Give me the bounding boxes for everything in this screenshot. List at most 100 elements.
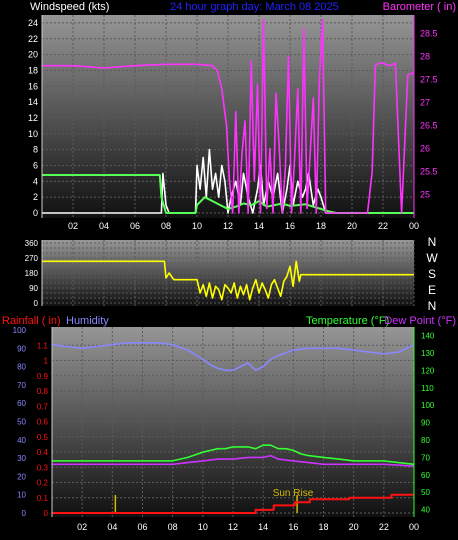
compass-label-s: S xyxy=(428,267,436,281)
bot-x-tick-06: 06 xyxy=(137,522,147,532)
top-left-tick-22: 22 xyxy=(28,34,38,44)
humidity-tick-30: 30 xyxy=(17,454,26,463)
temp-tick-40: 40 xyxy=(421,506,430,515)
top-left-tick-20: 20 xyxy=(28,50,38,60)
top-x-tick-18: 18 xyxy=(316,221,326,231)
temp-tick-120: 120 xyxy=(421,366,435,375)
top-right-tick-26.5: 26.5 xyxy=(420,121,438,131)
top-left-tick-24: 24 xyxy=(28,18,38,28)
temp-tick-110: 110 xyxy=(421,384,434,393)
humidity-tick-60: 60 xyxy=(17,399,26,408)
sunrise-label: Sun Rise xyxy=(273,488,314,499)
rain-tick-1.1: 1.1 xyxy=(37,341,49,350)
rain-tick-0.5: 0.5 xyxy=(37,433,49,442)
barometer-axis-title: Barometer ( in) xyxy=(383,1,456,13)
top-right-tick-28.5: 28.5 xyxy=(420,28,438,38)
top-right-tick-28: 28 xyxy=(420,51,430,61)
temp-tick-130: 130 xyxy=(421,349,435,358)
temp-tick-80: 80 xyxy=(421,436,430,445)
compass-label-n-top: N xyxy=(428,235,437,249)
bot-x-tick-12: 12 xyxy=(228,522,238,532)
wind-direction-line xyxy=(42,260,414,301)
top-x-tick-20: 20 xyxy=(347,221,357,231)
top-x-tick-16: 16 xyxy=(285,221,295,231)
rainfall-line xyxy=(52,493,414,514)
rain-tick-0.4: 0.4 xyxy=(37,448,49,457)
humidity-tick-0: 0 xyxy=(22,509,27,518)
top-right-tick-25: 25 xyxy=(420,190,430,200)
mid-left-tick-90: 90 xyxy=(29,284,38,293)
top-left-tick-6: 6 xyxy=(33,160,38,170)
compass-label-n-bottom: N xyxy=(428,299,437,313)
humidity-tick-20: 20 xyxy=(17,472,26,481)
temp-tick-90: 90 xyxy=(421,419,430,428)
humidity-tick-50: 50 xyxy=(17,418,26,427)
dewpoint-axis-title: Dew Point (°F) xyxy=(384,315,456,327)
humidity-tick-40: 40 xyxy=(17,436,26,445)
mid-left-tick-360: 360 xyxy=(25,239,39,248)
graph-title: 24 hour graph day: March 08 2025 xyxy=(170,1,339,13)
humidity-axis-title: Humidity xyxy=(66,315,109,327)
mid-left-tick-270: 270 xyxy=(25,254,39,263)
humidity-tick-90: 90 xyxy=(17,344,26,353)
windspeed-axis-title: Windspeed (kts) xyxy=(30,1,109,13)
humidity-tick-80: 80 xyxy=(17,363,26,372)
top-left-tick-8: 8 xyxy=(33,145,38,155)
mid-left-tick-0: 0 xyxy=(34,299,39,308)
top-right-tick-27.5: 27.5 xyxy=(420,74,438,84)
temp-tick-140: 140 xyxy=(421,332,435,341)
temp-tick-70: 70 xyxy=(421,453,430,462)
bot-x-tick-04: 04 xyxy=(107,522,117,532)
rain-tick-0.9: 0.9 xyxy=(37,372,49,381)
humidity-line xyxy=(51,341,415,372)
wind-average-line xyxy=(42,174,414,214)
bot-x-tick-02: 02 xyxy=(77,522,87,532)
top-left-tick-18: 18 xyxy=(28,65,38,75)
temp-tick-50: 50 xyxy=(421,488,430,497)
top-right-tick-26: 26 xyxy=(420,144,430,154)
top-x-tick-00: 00 xyxy=(409,221,419,231)
top-right-tick-27: 27 xyxy=(420,97,430,107)
rainfall-axis-title: Rainfall ( in) xyxy=(2,315,61,327)
bot-x-tick-18: 18 xyxy=(318,522,328,532)
humidity-tick-100: 100 xyxy=(13,326,27,335)
bot-x-tick-16: 16 xyxy=(288,522,298,532)
rain-tick-0.8: 0.8 xyxy=(37,387,49,396)
rain-tick-0.7: 0.7 xyxy=(37,402,49,411)
top-left-tick-14: 14 xyxy=(28,97,38,107)
temp-tick-100: 100 xyxy=(421,401,435,410)
humidity-tick-70: 70 xyxy=(17,381,26,390)
top-x-tick-14: 14 xyxy=(254,221,264,231)
top-left-tick-4: 4 xyxy=(33,176,38,186)
bot-x-tick-08: 08 xyxy=(168,522,178,532)
bot-x-tick-14: 14 xyxy=(258,522,268,532)
top-x-tick-08: 08 xyxy=(161,221,171,231)
compass-label-e: E xyxy=(428,283,436,297)
temp-tick-60: 60 xyxy=(421,471,430,480)
temperature-line xyxy=(52,444,415,466)
top-x-tick-12: 12 xyxy=(223,221,233,231)
rain-tick-0.6: 0.6 xyxy=(37,418,49,427)
rain-tick-0.2: 0.2 xyxy=(37,479,49,488)
top-x-tick-06: 06 xyxy=(130,221,140,231)
top-left-tick-2: 2 xyxy=(33,192,38,202)
top-left-tick-10: 10 xyxy=(28,129,38,139)
bot-x-tick-00: 00 xyxy=(409,522,419,532)
top-x-tick-04: 04 xyxy=(99,221,109,231)
bot-x-tick-10: 10 xyxy=(198,522,208,532)
bot-x-tick-20: 20 xyxy=(349,522,359,532)
rain-tick-0: 0 xyxy=(44,509,49,518)
rain-tick-1: 1 xyxy=(44,357,49,366)
top-right-tick-25.5: 25.5 xyxy=(420,167,438,177)
temperature-axis-title: Temperature (°F) xyxy=(306,315,389,327)
top-x-tick-22: 22 xyxy=(378,221,388,231)
top-left-tick-0: 0 xyxy=(33,208,38,218)
compass-label-w: W xyxy=(426,251,438,265)
top-left-tick-12: 12 xyxy=(28,113,38,123)
mid-left-tick-180: 180 xyxy=(25,269,39,278)
rain-tick-0.1: 0.1 xyxy=(37,494,49,503)
top-left-tick-16: 16 xyxy=(28,81,38,91)
dewpoint-line xyxy=(52,454,415,467)
barometer-line xyxy=(42,18,415,214)
